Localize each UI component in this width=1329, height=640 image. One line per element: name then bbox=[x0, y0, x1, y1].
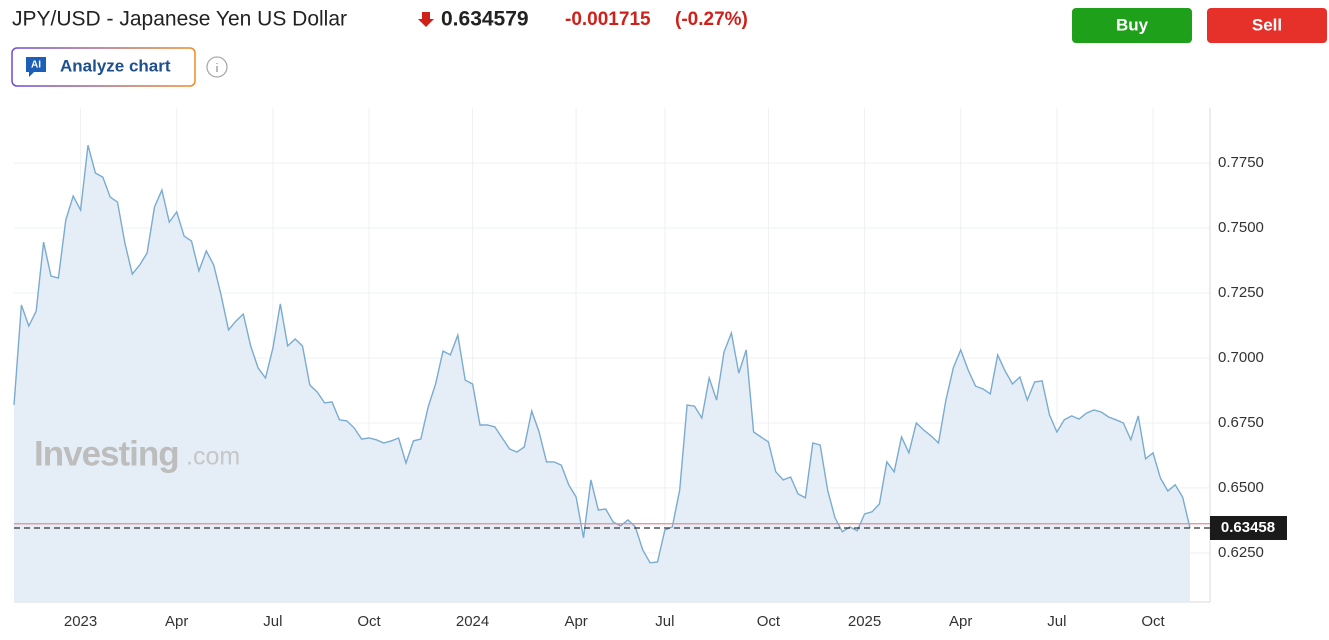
price: 0.634579 bbox=[441, 8, 529, 31]
buy-button[interactable]: Buy bbox=[1072, 8, 1192, 43]
y-tick-label: 0.7250 bbox=[1218, 284, 1264, 301]
y-tick-label: 0.6500 bbox=[1218, 479, 1264, 496]
sell-label: Sell bbox=[1252, 15, 1282, 34]
ai-icon bbox=[26, 57, 46, 77]
x-tick-label: Oct bbox=[1141, 613, 1165, 630]
down-arrow bbox=[418, 12, 434, 27]
last-price-label: 0.63458 bbox=[1221, 519, 1275, 536]
buy-label: Buy bbox=[1116, 15, 1149, 34]
sell-button[interactable]: Sell bbox=[1207, 8, 1327, 43]
x-tick-label: Apr bbox=[949, 613, 972, 630]
x-tick-label: 2025 bbox=[848, 613, 881, 630]
x-tick-label: 2024 bbox=[456, 613, 489, 630]
x-tick-label: 2023 bbox=[64, 613, 97, 630]
change-pct: (-0.27%) bbox=[675, 9, 748, 30]
x-tick-label: Oct bbox=[357, 613, 381, 630]
chart: 2023 Apr Jul Oct 2024 Apr Jul Oct 2025 Apr Jul Oct 0… bbox=[13, 108, 1287, 630]
sell-bg bbox=[1207, 8, 1327, 43]
y-tick-label: 0.7500 bbox=[1218, 219, 1264, 236]
watermark: Investing bbox=[34, 434, 179, 473]
y-tick-label: 0.7750 bbox=[1218, 154, 1264, 171]
ai-badge: AI bbox=[31, 60, 41, 71]
y-tick-label: 0.6250 bbox=[1218, 544, 1264, 561]
change: -0.001715 bbox=[565, 9, 651, 30]
buy-bg bbox=[1072, 8, 1192, 43]
title: JPY/USD - Japanese Yen US Dollar bbox=[12, 8, 347, 31]
x-tick-label: Jul bbox=[1047, 613, 1066, 630]
y-tick-label: 0.6750 bbox=[1218, 414, 1264, 431]
last-price-box bbox=[1210, 515, 1287, 540]
x-tick-label: Apr bbox=[564, 613, 587, 630]
watermark-suffix: .com bbox=[186, 443, 240, 471]
info-circle bbox=[206, 56, 228, 78]
x-tick-label: Jul bbox=[655, 613, 674, 630]
x-tick-label: Jul bbox=[263, 613, 282, 630]
price-line bbox=[13, 145, 1191, 564]
x-tick-label: Oct bbox=[757, 613, 781, 630]
analyze-button[interactable]: AI Analyze chart bbox=[11, 47, 196, 87]
info-icon[interactable] bbox=[206, 56, 228, 78]
analyze-label: Analyze chart bbox=[60, 56, 171, 75]
analyze-bg bbox=[11, 47, 196, 87]
y-tick-label: 0.7000 bbox=[1218, 349, 1264, 366]
x-tick-label: Apr bbox=[165, 613, 188, 630]
area-fill bbox=[14, 145, 1190, 602]
